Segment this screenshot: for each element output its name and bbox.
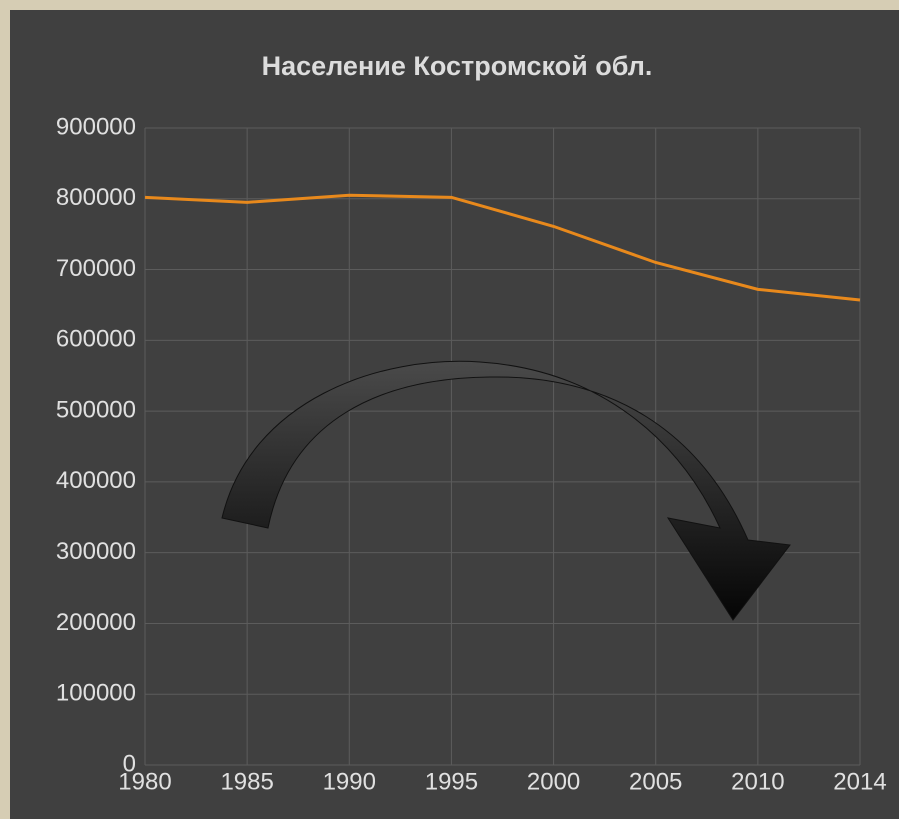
x-tick-label: 2014 [833,768,886,795]
x-tick-label: 2000 [527,768,580,795]
chart: Население Костромской обл. 0100000200000… [0,0,899,819]
y-tick-label: 200000 [56,609,136,636]
x-tick-label: 1980 [118,768,171,795]
x-tick-label: 1985 [220,768,273,795]
x-tick-label: 1990 [323,768,376,795]
x-tick-label: 2005 [629,768,682,795]
y-tick-label: 500000 [56,396,136,423]
chart-title: Население Костромской обл. [262,51,653,81]
x-tick-label: 2010 [731,768,784,795]
y-tick-label: 300000 [56,538,136,565]
y-tick-label: 800000 [56,184,136,211]
y-tick-label: 700000 [56,255,136,282]
y-tick-label: 600000 [56,326,136,353]
x-tick-label: 1995 [425,768,478,795]
y-tick-label: 100000 [56,680,136,707]
y-tick-label: 900000 [56,113,136,140]
y-tick-label: 400000 [56,467,136,494]
panel [10,10,899,819]
